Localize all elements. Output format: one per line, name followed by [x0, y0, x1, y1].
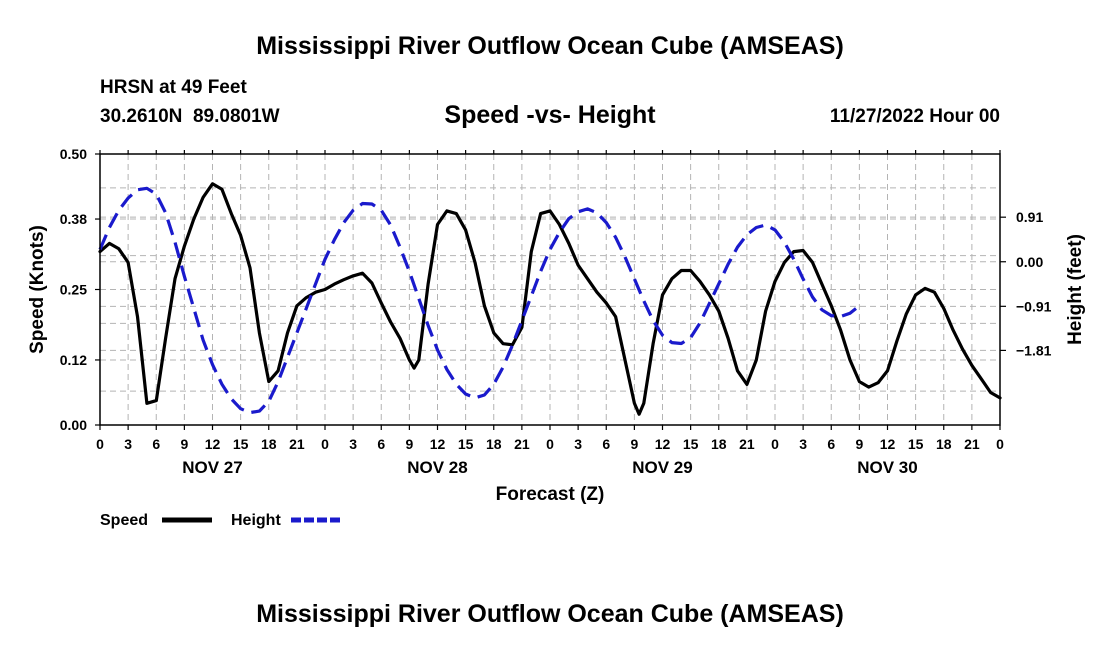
x-tick-label: 3: [799, 436, 807, 452]
x-tick-label: 18: [711, 436, 727, 452]
x-tick-label: 6: [152, 436, 160, 452]
x-tick-label: 0: [321, 436, 329, 452]
x-tick-label: 15: [908, 436, 924, 452]
y2-tick-label: 0.00: [1016, 254, 1043, 270]
x-tick-label: 18: [936, 436, 952, 452]
x-tick-label: 18: [486, 436, 502, 452]
x-tick-label: 21: [514, 436, 530, 452]
series-line-height: [98, 186, 861, 415]
x-tick-label: 9: [180, 436, 188, 452]
y2-axis-label: Height (feet): [1065, 234, 1086, 345]
y-tick-label: 0.12: [60, 352, 87, 368]
x-tick-label: 9: [855, 436, 863, 452]
plot-title: Speed -vs- Height: [444, 101, 656, 129]
x-tick-label: 0: [546, 436, 554, 452]
y2-tick-label: −1.81: [1016, 342, 1052, 358]
y2-tick-label: 0.91: [1016, 209, 1043, 225]
x-tick-label: 12: [205, 436, 221, 452]
x-tick-label: 21: [739, 436, 755, 452]
x-tick-label: 3: [574, 436, 582, 452]
x-tick-label: 21: [964, 436, 980, 452]
x-tick-label: 21: [289, 436, 305, 452]
x-tick-label: 6: [377, 436, 385, 452]
x-day-label: NOV 29: [632, 458, 692, 477]
x-tick-label: 0: [771, 436, 779, 452]
y-tick-label: 0.50: [60, 146, 87, 162]
x-tick-label: 9: [630, 436, 638, 452]
x-tick-label: 0: [996, 436, 1004, 452]
x-tick-label: 15: [233, 436, 249, 452]
legend-height-label: Height: [231, 512, 281, 529]
y-tick-label: 0.00: [60, 417, 87, 433]
y2-tick-label: −0.91: [1016, 298, 1052, 314]
coordinates-label: 30.2610N 89.0801W: [100, 106, 280, 127]
x-tick-label: 6: [827, 436, 835, 452]
axis-ticks: 0 3 6 9 12 15 18 21 0 3 6 9 12 15 18 21 0 3 6 9 12 15 18 21 0 3 6 9…: [60, 146, 1052, 477]
x-tick-label: 12: [430, 436, 446, 452]
series-layer: [98, 182, 1002, 416]
x-tick-label: 3: [124, 436, 132, 452]
x-axis-label: Forecast (Z): [496, 484, 605, 505]
x-tick-label: 0: [96, 436, 104, 452]
y-tick-label: 0.38: [60, 211, 87, 227]
footer-title: Mississippi River Outflow Ocean Cube (AM…: [256, 600, 844, 628]
y-axis-label: Speed (Knots): [27, 225, 48, 354]
x-tick-label: 12: [655, 436, 671, 452]
legend-speed-label: Speed: [100, 512, 148, 529]
x-tick-label: 9: [405, 436, 413, 452]
station-label: HRSN at 49 Feet: [100, 77, 247, 98]
main-title: Mississippi River Outflow Ocean Cube (AM…: [256, 32, 844, 60]
x-tick-label: 3: [349, 436, 357, 452]
x-tick-label: 6: [602, 436, 610, 452]
series-line-speed: [98, 182, 1002, 416]
x-day-label: NOV 30: [857, 458, 917, 477]
x-tick-label: 12: [880, 436, 896, 452]
legend: Speed Height: [100, 512, 343, 529]
y-tick-label: 0.25: [60, 282, 87, 298]
grid-lines: [100, 154, 1000, 425]
x-tick-label: 15: [458, 436, 474, 452]
x-day-label: NOV 28: [407, 458, 467, 477]
x-day-label: NOV 27: [182, 458, 242, 477]
x-tick-label: 15: [683, 436, 699, 452]
forecast-datetime: 11/27/2022 Hour 00: [829, 106, 1000, 127]
x-tick-label: 18: [261, 436, 277, 452]
